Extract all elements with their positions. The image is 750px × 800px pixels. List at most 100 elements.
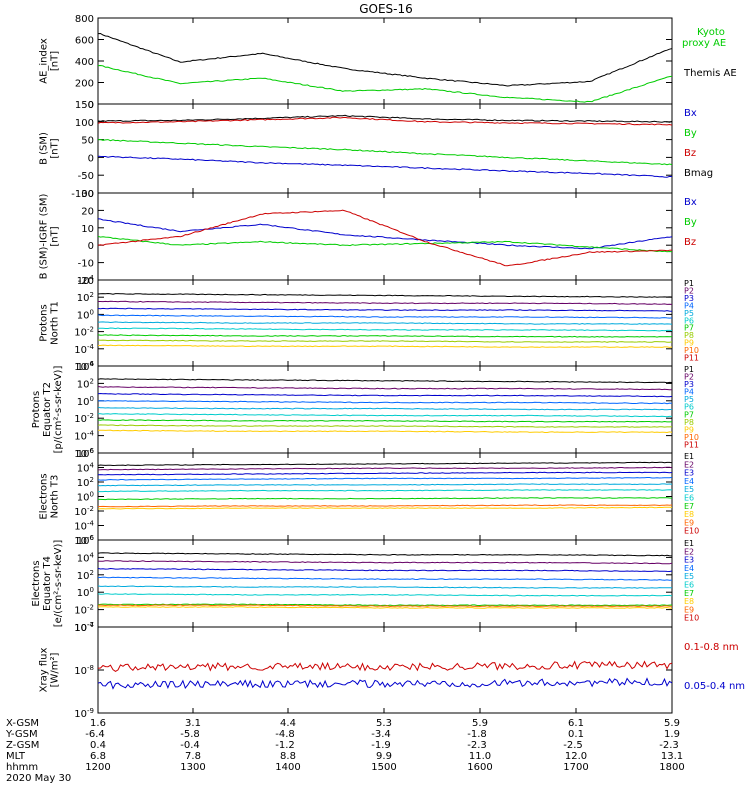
ephemeris-label: MLT (6, 751, 26, 762)
y-tick-label: -20 (78, 276, 94, 287)
legend-entry: P9 (684, 425, 694, 434)
y-tick-label: 150 (75, 100, 94, 111)
y-tick-label: 30 (81, 189, 94, 200)
legend-entry: P9 (684, 339, 694, 348)
y-axis-label: B (SM) (39, 132, 50, 165)
y-tick-label: 10-8 (74, 664, 94, 677)
legend-entry: Kyoto (697, 27, 725, 38)
ephemeris-value: 7.8 (185, 751, 201, 762)
y-tick-label: 20 (81, 206, 94, 217)
legend-entry: P4 (684, 388, 694, 397)
y-tick-label: 100 (77, 308, 94, 321)
panel-frame (97, 17, 673, 105)
series-line-0.1-0.8 nm (98, 660, 672, 672)
ephemeris-value: 1.9 (664, 729, 680, 740)
legend-entry: E10 (684, 614, 699, 623)
y-tick-label: 10-4 (74, 520, 94, 533)
y-tick-label: 100 (77, 491, 94, 504)
y-tick-label: 102 (77, 569, 94, 582)
legend-entry: E2 (684, 460, 694, 469)
y-axis-label: [nT] (50, 51, 61, 71)
y-axis-label: [p/(cm²-s-sr-keV)] (53, 366, 64, 454)
ephemeris-value: 12.0 (565, 751, 587, 762)
series-line-P6 (98, 327, 672, 332)
series-line-E3 (98, 471, 672, 476)
ephemeris-value: 6.8 (90, 751, 106, 762)
series-line-P8 (98, 339, 672, 343)
legend-entry: E8 (684, 510, 694, 519)
ephemeris-value: 3.1 (185, 718, 201, 729)
y-tick-label: 0 (88, 241, 94, 252)
legend-entry: 0.05-0.4 nm (684, 681, 745, 692)
legend-entry: P4 (684, 301, 694, 310)
ephemeris-value: 13.1 (661, 751, 683, 762)
legend-entry: Themis AE (683, 68, 737, 79)
ephemeris-value: -0.4 (180, 740, 200, 751)
y-axis-label: B (SM)-IGRF (SM) (39, 194, 50, 280)
y-tick-label: 100 (77, 395, 94, 408)
ephemeris-value: 8.8 (280, 751, 296, 762)
series-line-By (98, 235, 672, 253)
ephemeris-value: 5.9 (472, 718, 488, 729)
ephemeris-value: -1.9 (371, 740, 391, 751)
y-axis-label: North T1 (50, 301, 61, 345)
series-line-P3 (98, 392, 672, 398)
panel-2: -100 -50 0 50 100 150 B (SM) [nT] Bx By Bz Bmag (39, 100, 714, 200)
ephemeris-label: hhmm (6, 762, 38, 773)
series-line-Themis AE (98, 32, 672, 87)
legend-entry: proxy AE (682, 38, 726, 49)
y-tick-label: 102 (77, 476, 94, 489)
series-line-Bmag (98, 114, 672, 123)
series-line-E3 (98, 567, 672, 573)
y-tick-label: -50 (78, 171, 94, 182)
series-line-E4 (98, 476, 672, 481)
ephemeris-label: Z-GSM (6, 740, 39, 751)
y-tick-label: 400 (75, 57, 94, 68)
y-tick-label: 0 (88, 100, 94, 111)
ephemeris-label: X-GSM (6, 718, 39, 729)
ephemeris-value: -3.4 (371, 729, 391, 740)
legend-entry: P11 (684, 354, 699, 363)
legend-entry: Bz (684, 237, 696, 248)
series-line-Bx (98, 218, 672, 250)
legend-entry: E9 (684, 605, 694, 614)
legend-entry: P5 (684, 395, 694, 404)
y-tick-label: 10-7 (74, 621, 94, 634)
series-line-E7 (98, 603, 672, 607)
y-tick-label: 106 (77, 534, 95, 547)
y-tick-label: 800 (75, 14, 94, 25)
legend-entry: E6 (684, 494, 694, 503)
figure-title: GOES-16 (359, 2, 413, 16)
series-line-E4 (98, 576, 672, 581)
legend-entry: P6 (684, 316, 694, 325)
legend-entry: P7 (684, 324, 694, 333)
legend-entry: E5 (684, 572, 694, 581)
series-line-P5 (98, 406, 672, 411)
y-tick-label: 200 (75, 79, 94, 90)
legend-entry: P8 (684, 418, 694, 427)
y-tick-label: 104 (77, 551, 95, 564)
y-axis-label: [nT] (50, 138, 61, 158)
series-line-E1 (98, 461, 672, 467)
series-line-P9 (98, 344, 672, 348)
series-line-E8 (98, 506, 672, 510)
y-tick-label: 600 (75, 36, 94, 47)
series-line-Bz (98, 209, 672, 267)
ephemeris-value: -6.4 (85, 729, 105, 740)
legend-entry: E7 (684, 502, 694, 511)
y-tick-label: 10-4 (74, 430, 94, 443)
ephemeris-value: -1.2 (275, 740, 295, 751)
series-line-P3 (98, 307, 672, 312)
ephemeris-value: 1600 (467, 762, 492, 773)
y-tick-label: 10-2 (74, 326, 94, 339)
legend-entry: P11 (684, 440, 699, 449)
legend-entry: P1 (684, 365, 694, 374)
y-tick-label: 0 (88, 153, 94, 164)
series-line-Bx (98, 155, 672, 178)
ephemeris-value: -2.5 (563, 740, 583, 751)
y-axis-label: Protons (39, 304, 50, 341)
